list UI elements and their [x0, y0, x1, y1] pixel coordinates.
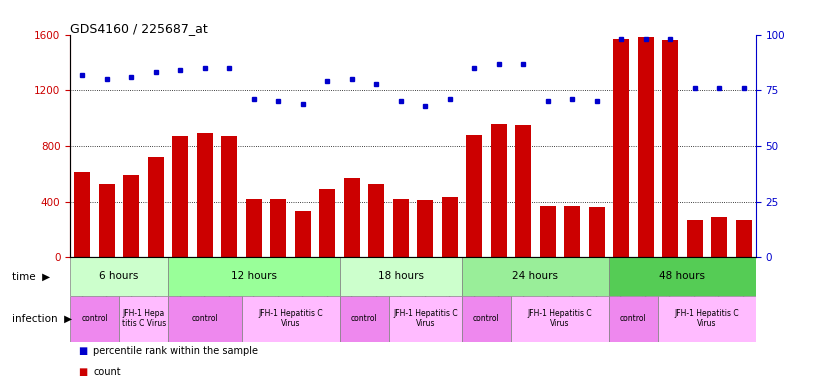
Bar	[339, 296, 388, 342]
Bar	[511, 296, 609, 342]
Bar	[119, 296, 169, 342]
Text: control: control	[81, 314, 108, 323]
Bar	[344, 178, 360, 257]
Bar	[197, 133, 213, 257]
Text: control: control	[192, 314, 218, 323]
Bar	[70, 257, 169, 296]
Bar	[246, 199, 262, 257]
Bar	[388, 296, 462, 342]
Text: 12 hours: 12 hours	[230, 271, 277, 281]
Bar	[99, 184, 115, 257]
Bar	[270, 199, 287, 257]
Bar	[393, 199, 409, 257]
Bar	[609, 296, 657, 342]
Text: JFH-1 Hepatitis C
Virus: JFH-1 Hepatitis C Virus	[675, 309, 739, 328]
Text: ■: ■	[78, 346, 88, 356]
Bar	[462, 257, 609, 296]
Bar	[491, 124, 506, 257]
Text: 6 hours: 6 hours	[99, 271, 139, 281]
Bar	[169, 257, 339, 296]
Text: control: control	[473, 314, 500, 323]
Bar	[242, 296, 339, 342]
Text: JFH-1 Hepatitis C
Virus: JFH-1 Hepatitis C Virus	[259, 309, 323, 328]
Bar	[564, 206, 580, 257]
Bar	[609, 257, 756, 296]
Bar	[148, 157, 164, 257]
Bar	[368, 184, 384, 257]
Text: infection  ▶: infection ▶	[12, 314, 73, 324]
Text: percentile rank within the sample: percentile rank within the sample	[93, 346, 259, 356]
Bar	[736, 220, 752, 257]
Text: ■: ■	[78, 367, 88, 377]
Bar	[173, 136, 188, 257]
Bar	[320, 189, 335, 257]
Text: time  ▶: time ▶	[12, 271, 50, 281]
Bar	[662, 40, 678, 257]
Bar	[169, 296, 242, 342]
Bar	[70, 296, 119, 342]
Text: control: control	[620, 314, 647, 323]
Text: JFH-1 Hepa
titis C Virus: JFH-1 Hepa titis C Virus	[121, 309, 166, 328]
Bar	[221, 136, 237, 257]
Bar	[589, 207, 605, 257]
Bar	[417, 200, 433, 257]
Bar	[539, 206, 556, 257]
Bar	[711, 217, 727, 257]
Bar	[442, 197, 458, 257]
Bar	[74, 172, 90, 257]
Bar	[123, 175, 140, 257]
Bar	[339, 257, 462, 296]
Text: count: count	[93, 367, 121, 377]
Text: 18 hours: 18 hours	[377, 271, 424, 281]
Bar	[295, 211, 311, 257]
Bar	[613, 39, 629, 257]
Bar	[638, 37, 653, 257]
Text: 24 hours: 24 hours	[512, 271, 558, 281]
Bar	[657, 296, 756, 342]
Bar	[466, 135, 482, 257]
Text: control: control	[351, 314, 377, 323]
Bar	[462, 296, 511, 342]
Text: JFH-1 Hepatitis C
Virus: JFH-1 Hepatitis C Virus	[528, 309, 592, 328]
Bar	[515, 125, 531, 257]
Bar	[686, 220, 703, 257]
Text: 48 hours: 48 hours	[659, 271, 705, 281]
Text: JFH-1 Hepatitis C
Virus: JFH-1 Hepatitis C Virus	[393, 309, 458, 328]
Text: GDS4160 / 225687_at: GDS4160 / 225687_at	[70, 22, 208, 35]
